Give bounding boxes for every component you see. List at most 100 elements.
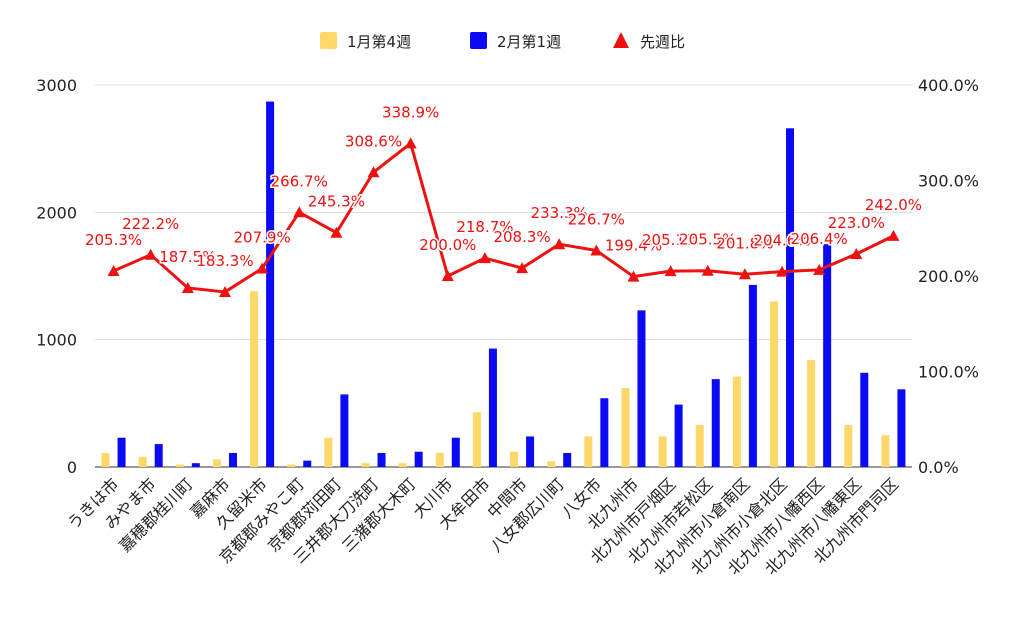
bar-2-12 — [563, 452, 572, 467]
bar-1-1 — [138, 456, 147, 467]
bar-1-8 — [398, 463, 407, 467]
point-ratio-10 — [478, 252, 491, 264]
bar-1-20 — [844, 424, 853, 467]
y-left-tick-2: 2000 — [36, 203, 77, 222]
legend-swatch-1 — [470, 32, 487, 49]
point-ratio-3 — [218, 285, 231, 297]
bar-1-10 — [472, 412, 481, 467]
bar-1-9 — [435, 452, 444, 467]
data-label-ratio-3: 183.3% — [196, 252, 253, 270]
bar-2-21 — [897, 389, 906, 467]
data-label-ratio-17: 201.8% — [716, 234, 773, 252]
point-ratio-1 — [144, 248, 157, 260]
bar-1-18 — [770, 301, 779, 467]
legend-label-0: 1月第4週 — [347, 33, 411, 51]
data-label-ratio-19: 206.4% — [791, 230, 848, 248]
bar-1-11 — [510, 451, 519, 467]
bar-1-13 — [584, 436, 593, 467]
bar-2-15 — [674, 404, 683, 467]
bar-1-7 — [361, 463, 370, 467]
bar-1-19 — [807, 360, 816, 467]
data-label-ratio-6: 245.3% — [308, 193, 365, 211]
point-ratio-13 — [590, 244, 603, 256]
y-right-tick-1: 100.0% — [918, 363, 979, 382]
bar-2-9 — [451, 437, 460, 467]
data-label-ratio-14: 199.4% — [605, 237, 662, 255]
bar-2-19 — [823, 244, 832, 467]
point-ratio-5 — [293, 206, 306, 218]
bar-2-4 — [266, 101, 275, 467]
point-ratio-20 — [850, 248, 863, 260]
bar-2-13 — [600, 398, 609, 467]
data-label-ratio-9: 200.0% — [419, 236, 476, 254]
point-ratio-19 — [813, 263, 826, 275]
data-label-ratio-13: 226.7% — [568, 211, 625, 229]
data-label-ratio-8: 338.9% — [382, 103, 439, 121]
legend-label-2: 先週比 — [640, 33, 685, 51]
point-ratio-11 — [516, 262, 529, 274]
bar-2-8 — [414, 451, 423, 467]
data-label-ratio-5: 266.7% — [271, 172, 328, 190]
data-label-ratio-10: 218.7% — [456, 218, 513, 236]
data-label-ratio-20: 223.0% — [828, 214, 885, 232]
point-ratio-2 — [181, 281, 194, 293]
bar-1-14 — [621, 388, 630, 467]
bar-2-11 — [526, 436, 535, 467]
bar-2-7 — [377, 452, 386, 467]
bar-2-5 — [303, 460, 312, 467]
data-label-ratio-15: 205.1% — [642, 231, 699, 249]
bar-1-17 — [732, 376, 741, 467]
bar-1-16 — [695, 424, 704, 467]
point-ratio-17 — [738, 268, 751, 280]
y-right-tick-0: 0.0% — [918, 458, 959, 477]
point-ratio-8 — [404, 137, 417, 149]
bar-2-1 — [154, 444, 163, 467]
data-label-ratio-11: 208.3% — [493, 228, 550, 246]
bar-1-6 — [324, 437, 333, 467]
data-label-ratio-21: 242.0% — [865, 196, 922, 214]
data-label-ratio-0: 205.3% — [85, 231, 142, 249]
bar-2-10 — [488, 348, 497, 467]
point-ratio-16 — [701, 264, 714, 276]
data-label-ratio-12: 233.3% — [531, 204, 588, 222]
data-label-ratio-18: 204.6% — [753, 232, 810, 250]
line-ratio — [112, 141, 895, 294]
bar-1-21 — [881, 435, 890, 467]
bar-2-14 — [637, 310, 646, 467]
bar-1-2 — [175, 464, 184, 467]
legend-swatch-2 — [613, 32, 629, 48]
bar-1-4 — [250, 291, 259, 467]
point-ratio-4 — [256, 262, 269, 274]
data-label-ratio-2: 187.5% — [159, 248, 216, 266]
point-ratio-18 — [776, 265, 789, 277]
bar-1-5 — [287, 464, 296, 467]
data-label-ratio-7: 308.6% — [345, 132, 402, 150]
bar-1-0 — [101, 452, 110, 467]
bar-2-20 — [860, 372, 869, 467]
point-ratio-12 — [553, 238, 566, 250]
bar-2-3 — [228, 452, 237, 467]
y-left-tick-0: 0 — [67, 458, 77, 477]
bar-2-2 — [191, 463, 200, 467]
point-ratio-15 — [664, 265, 677, 277]
bar-2-0 — [117, 437, 126, 467]
bar-2-6 — [340, 394, 349, 467]
bar-1-3 — [212, 459, 221, 467]
bar-1-15 — [658, 436, 667, 467]
point-ratio-9 — [441, 270, 454, 281]
y-right-tick-3: 300.0% — [918, 172, 979, 191]
bar-1-12 — [547, 461, 556, 467]
point-ratio-6 — [330, 226, 343, 238]
point-ratio-0 — [107, 264, 120, 276]
y-left-tick-3: 3000 — [36, 76, 77, 95]
legend-swatch-0 — [320, 32, 337, 49]
y-right-tick-2: 200.0% — [918, 267, 979, 286]
point-ratio-7 — [367, 166, 380, 178]
data-label-ratio-16: 205.5% — [679, 231, 736, 249]
point-ratio-14 — [627, 270, 640, 282]
y-left-tick-1: 1000 — [36, 331, 77, 350]
bar-2-16 — [711, 379, 720, 467]
legend-label-1: 2月第1週 — [497, 33, 561, 51]
